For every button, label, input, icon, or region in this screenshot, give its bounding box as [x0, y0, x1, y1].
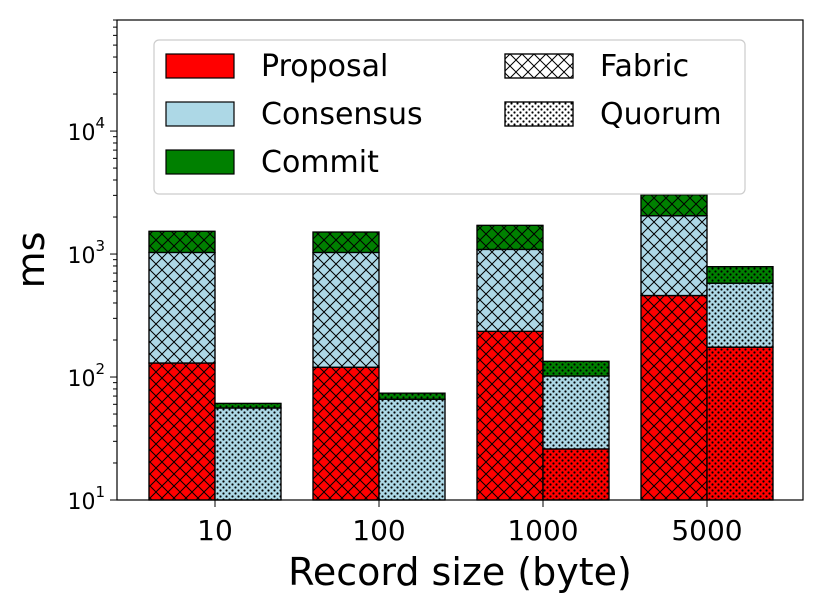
- y-tick-label: 103: [67, 237, 105, 269]
- legend-swatch-commit: [165, 149, 235, 175]
- bar-hatch-fabric-commit-10: [148, 230, 216, 254]
- legend-label-commit: Commit: [261, 145, 379, 180]
- bar-hatch-quorum-commit-10: [214, 402, 282, 409]
- legend-box: [153, 39, 746, 195]
- x-tick-label: 10: [197, 514, 233, 547]
- y-tick-label: 101: [67, 483, 105, 515]
- bar-hatch-quorum-commit-100: [378, 392, 446, 400]
- bar-hatch-quorum-consensus-100: [378, 398, 446, 501]
- x-tick-label: 100: [352, 514, 405, 547]
- legend-swatch-proposal: [165, 53, 235, 79]
- bar-hatch-quorum-commit-5000: [706, 266, 774, 284]
- legend-swatch-pattern-fabric: [504, 53, 574, 79]
- legend-label-consensus: Consensus: [261, 97, 423, 132]
- bar-hatch-fabric-proposal-10: [148, 362, 216, 501]
- bar-hatch-fabric-commit-5000: [640, 194, 708, 217]
- bar-hatch-fabric-proposal-100: [312, 366, 380, 501]
- legend-swatch-pattern-quorum: [504, 101, 574, 127]
- x-axis-title: Record size (byte): [288, 550, 632, 594]
- bar-hatch-quorum-consensus-1000: [542, 375, 610, 450]
- y-tick-label: 102: [67, 360, 105, 392]
- bar-hatch-quorum-commit-1000: [542, 360, 610, 377]
- legend: Proposal Consensus Commit Fabric Quorum: [153, 39, 746, 195]
- bar-hatch-fabric-commit-100: [312, 231, 380, 254]
- bar-hatch-quorum-consensus-10: [214, 407, 282, 501]
- legend-label-quorum: Quorum: [600, 97, 722, 132]
- legend-label-proposal: Proposal: [261, 49, 388, 84]
- y-tick-label: 104: [67, 114, 105, 146]
- bar-hatch-fabric-consensus-100: [312, 251, 380, 368]
- bar-hatch-quorum-proposal-1000: [542, 448, 610, 501]
- bar-hatch-fabric-proposal-1000: [476, 330, 544, 501]
- bar-hatch-fabric-consensus-10: [148, 251, 216, 364]
- bar-hatch-fabric-commit-1000: [476, 224, 544, 251]
- bar-hatch-quorum-consensus-5000: [706, 282, 774, 348]
- bars: [148, 194, 774, 501]
- x-tick-label: 1000: [507, 514, 578, 547]
- x-axis: 10 100 1000 5000: [197, 500, 743, 547]
- legend-label-fabric: Fabric: [600, 49, 689, 84]
- bar-hatch-fabric-proposal-5000: [640, 294, 708, 501]
- bar-hatch-quorum-proposal-5000: [706, 346, 774, 501]
- legend-swatch-consensus: [165, 101, 235, 127]
- bar-hatch-fabric-consensus-1000: [476, 248, 544, 332]
- x-tick-label: 5000: [671, 514, 742, 547]
- y-axis-title: ms: [9, 232, 53, 289]
- bar-hatch-fabric-consensus-5000: [640, 215, 708, 297]
- y-axis: 101 102 103 104: [67, 19, 117, 515]
